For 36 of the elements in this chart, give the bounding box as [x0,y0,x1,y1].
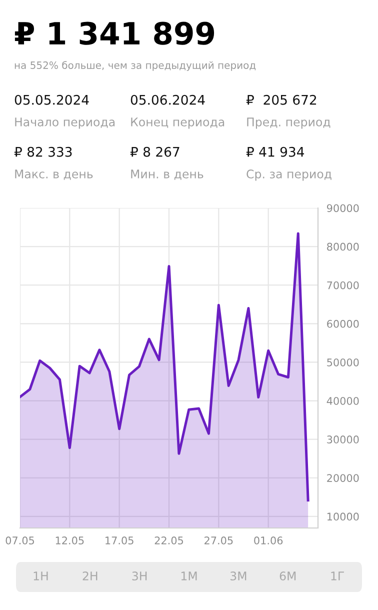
chart-subtitle: на 552% больше, чем за предыдущий период [14,61,256,71]
text: 6М [280,571,296,580]
text: 2Н [82,571,98,580]
text: Конец периода [131,118,224,129]
y-tick-label: 90000 [326,204,359,212]
text: ₽ 205 672 [246,94,316,105]
y-tick-label: 50000 [327,358,359,366]
chart-title: ₽ 1 341 899 [14,22,214,45]
y-tick-label: 30000 [327,436,359,444]
y-tick-label: 40000 [326,396,359,405]
text: 05.05.2024 [14,94,89,105]
text: Начало периода [15,118,115,129]
y-tick-label: 70000 [327,281,359,290]
y-tick-label: 80000 [327,242,359,251]
x-tick-label: 01.06 [254,536,283,544]
text: Макс. в день [15,170,93,180]
text: ₽ 41 934 [246,146,304,157]
x-tick-label: 17.05 [106,536,134,544]
text: ₽ 8 267 [130,146,180,157]
text: 1Г [331,572,344,580]
x-tick-label: 12.05 [56,536,84,544]
x-tick-label: 22.05 [154,536,183,544]
text: 05.06.2024 [130,94,205,105]
text: Пред. период [247,118,330,129]
text: ₽ 82 333 [14,146,72,157]
y-tick-label: 10000 [327,512,359,521]
text: Мин. в день [131,170,204,180]
text: Ср. за период [246,169,332,181]
x-tick-label: 07.05 [6,536,34,544]
y-tick-label: 60000 [327,320,359,328]
x-tick-label: 27.05 [204,536,233,544]
y-tick-label: 20000 [327,474,359,482]
text: 3Н [132,571,147,580]
text: 1Н [34,572,48,580]
text: 1М [181,572,197,580]
text: 3М [230,571,246,580]
